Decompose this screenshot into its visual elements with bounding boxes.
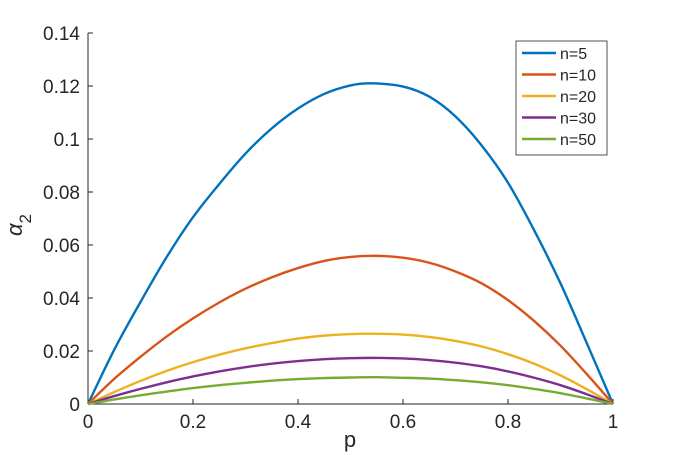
x-tick-label: 0.2	[180, 412, 206, 433]
legend-label: n=50	[560, 132, 596, 149]
series-lines	[86, 82, 615, 406]
y-tick-label: 0	[69, 395, 80, 416]
legend-label: n=30	[560, 111, 596, 128]
y-tick-label: 0.08	[43, 183, 80, 204]
tick-marks	[87, 32, 614, 405]
series-line-n-30	[87, 356, 614, 406]
series-line-n-50	[87, 376, 614, 406]
legend-label: n=5	[560, 46, 587, 63]
y-tick-label: 0.04	[43, 289, 80, 310]
y-axis-label-subscript: 2	[16, 214, 35, 223]
legend-box	[515, 40, 608, 156]
svg-text:α2: α2	[2, 214, 35, 236]
legend-label: n=10	[560, 68, 596, 85]
y-tick-label: 0.02	[43, 342, 80, 363]
y-tick-label: 0.14	[43, 24, 80, 45]
series-line-n-5	[86, 82, 615, 405]
x-axis-label: p	[344, 427, 356, 452]
y-axis-label-symbol: α	[2, 222, 27, 236]
axes	[87, 33, 613, 405]
tick-labels: 0 0.2 0.4 0.6 0.8 1 0 0.02 0.04 0.06 0.08 0.1 0.12 0.…	[43, 24, 618, 433]
x-tick-label: 0.6	[390, 412, 416, 433]
x-tick-label: 0	[83, 412, 94, 433]
y-tick-label: 0.1	[54, 130, 80, 151]
x-tick-label: 1	[608, 412, 619, 433]
y-axis-label: α2	[2, 214, 35, 236]
x-tick-label: 0.8	[495, 412, 521, 433]
y-tick-label: 0.06	[43, 236, 80, 257]
series-line-n-20	[87, 332, 614, 406]
series-line-n-10	[87, 254, 614, 405]
x-tick-label: 0.4	[285, 412, 312, 433]
y-tick-label: 0.12	[43, 77, 80, 98]
legend: n=5 n=10 n=20 n=30 n=50	[515, 40, 608, 156]
legend-label: n=20	[560, 89, 596, 106]
